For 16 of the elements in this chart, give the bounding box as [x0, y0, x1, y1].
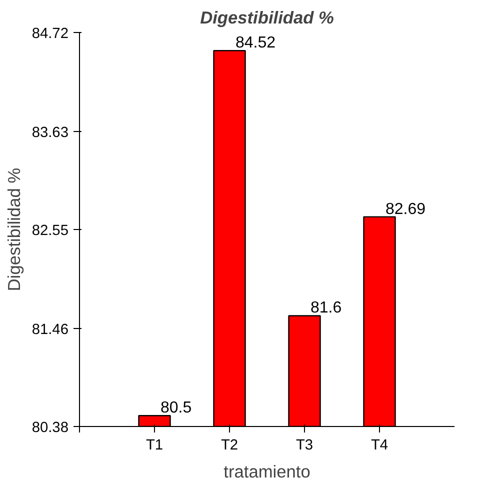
x-tick-label: T4 — [370, 438, 388, 454]
data-label: 80.5 — [160, 400, 192, 417]
data-label: 82.69 — [386, 200, 426, 218]
x-tick-label: T3 — [296, 438, 314, 454]
y-tick-label: 80.38 — [32, 420, 69, 436]
chart-title: Digestibilidad % — [200, 8, 334, 28]
x-axis-title: tratamiento — [224, 462, 310, 482]
data-label: 84.52 — [236, 34, 276, 52]
y-tick-label: 82.55 — [32, 223, 69, 239]
data-label: 81.6 — [310, 300, 342, 317]
x-tick-label: T1 — [146, 438, 164, 454]
x-tick-label: T2 — [220, 438, 238, 454]
y-axis-title: Digestibilidad % — [4, 168, 24, 292]
y-tick-label: 83.63 — [32, 124, 69, 141]
y-tick-label: 81.46 — [32, 322, 69, 338]
y-tick-label: 84.72 — [32, 26, 69, 42]
